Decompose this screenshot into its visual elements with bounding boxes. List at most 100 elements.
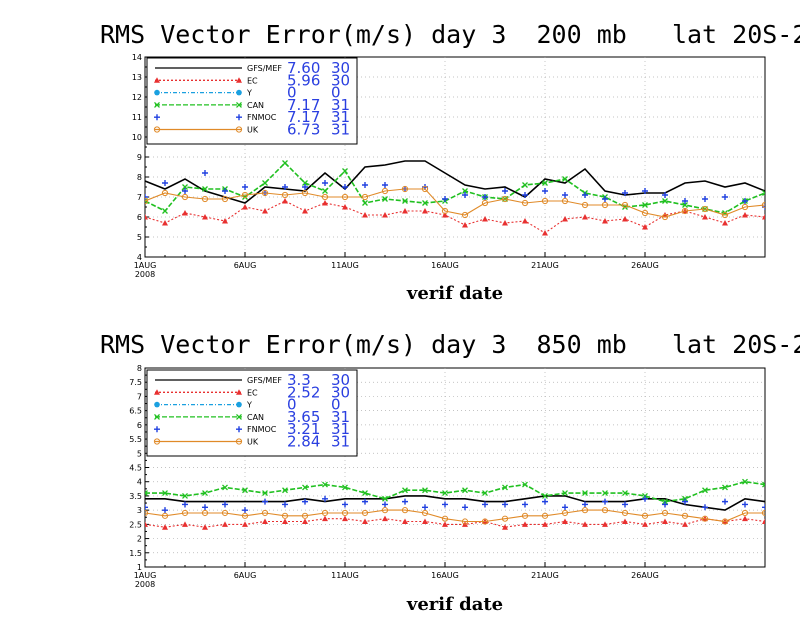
data-point-fnmoc bbox=[362, 182, 368, 188]
data-point-fnmoc bbox=[602, 498, 608, 505]
data-point-fnmoc bbox=[402, 498, 408, 505]
series-line-gfs-mef bbox=[145, 495, 765, 511]
data-point-fnmoc bbox=[542, 188, 548, 194]
data-point-fnmoc bbox=[262, 498, 268, 505]
data-point-uk bbox=[701, 205, 709, 213]
data-point-can bbox=[162, 490, 168, 497]
data-point-fnmoc bbox=[782, 206, 788, 212]
legend-name: EC bbox=[247, 76, 258, 85]
legend-value: 3.21 bbox=[287, 420, 320, 438]
data-point-can bbox=[362, 490, 368, 497]
data-point-fnmoc bbox=[202, 170, 208, 176]
series-ec bbox=[145, 515, 788, 530]
data-point-can bbox=[602, 490, 608, 497]
data-point-can bbox=[482, 490, 488, 497]
data-point-uk bbox=[361, 509, 369, 517]
y-tick-label: 8 bbox=[137, 173, 142, 182]
data-point-ec bbox=[442, 212, 448, 218]
data-point-ec bbox=[642, 224, 648, 230]
data-point-ec bbox=[222, 521, 228, 527]
data-point-uk bbox=[561, 509, 569, 517]
data-point-fnmoc bbox=[462, 192, 468, 198]
data-point-uk bbox=[721, 211, 729, 219]
chart-panel-200mb: RMS Vector Error(m/s) day 3 200 mb lat 2… bbox=[100, 20, 800, 304]
data-point-uk bbox=[341, 193, 349, 201]
legend-count: 30 bbox=[331, 71, 350, 89]
data-point-uk bbox=[641, 512, 649, 519]
data-point-uk bbox=[401, 507, 409, 514]
y-tick-label: 2.5 bbox=[129, 520, 142, 529]
data-point-fnmoc bbox=[642, 188, 648, 194]
data-point-ec bbox=[782, 524, 788, 530]
data-point-ec bbox=[222, 218, 228, 224]
data-point-ec bbox=[562, 216, 568, 222]
data-point-can bbox=[522, 182, 528, 188]
data-point-uk bbox=[261, 509, 269, 517]
legend-marker-ec bbox=[236, 77, 242, 83]
data-point-ec bbox=[622, 216, 628, 222]
data-point-can bbox=[202, 186, 208, 192]
data-point-uk bbox=[261, 189, 269, 197]
data-point-ec bbox=[382, 515, 388, 522]
data-point-fnmoc bbox=[442, 501, 448, 508]
legend-count: 30 bbox=[331, 59, 350, 77]
series-line-can bbox=[145, 161, 765, 214]
legend-marker-uk bbox=[235, 438, 243, 445]
x-axis-label: verif date bbox=[406, 594, 503, 615]
data-point-fnmoc bbox=[442, 196, 448, 202]
data-point-fnmoc bbox=[682, 498, 688, 505]
data-point-can bbox=[542, 492, 548, 499]
data-point-can bbox=[182, 492, 188, 499]
y-tick-label: 4.5 bbox=[129, 464, 142, 473]
data-point-ec bbox=[262, 208, 268, 214]
data-point-fnmoc bbox=[242, 507, 248, 514]
y-tick-label: 5 bbox=[137, 449, 142, 458]
data-point-can bbox=[342, 484, 348, 491]
data-point-ec bbox=[145, 521, 148, 527]
data-point-can bbox=[562, 176, 568, 182]
data-point-can bbox=[762, 190, 765, 196]
data-point-uk bbox=[341, 509, 349, 517]
data-point-can bbox=[422, 200, 428, 206]
data-point-uk bbox=[321, 509, 329, 517]
series-gfs-mef bbox=[145, 160, 765, 204]
legend-marker-fnmoc bbox=[154, 114, 160, 121]
legend-value: 0 bbox=[287, 396, 297, 414]
data-point-uk bbox=[421, 185, 429, 193]
data-point-fnmoc bbox=[322, 180, 328, 186]
data-point-can bbox=[702, 487, 708, 494]
data-point-can bbox=[462, 188, 468, 194]
data-point-uk bbox=[241, 512, 249, 519]
data-point-uk bbox=[461, 211, 469, 219]
data-point-fnmoc bbox=[602, 196, 608, 202]
data-point-ec bbox=[422, 518, 428, 525]
data-point-can bbox=[302, 484, 308, 491]
data-point-uk bbox=[281, 512, 289, 519]
data-point-fnmoc bbox=[522, 501, 528, 508]
data-point-uk bbox=[761, 201, 765, 209]
data-point-ec bbox=[342, 515, 348, 522]
data-point-uk bbox=[541, 512, 549, 519]
series-can bbox=[145, 160, 765, 216]
data-point-fnmoc bbox=[382, 501, 388, 508]
data-point-fnmoc bbox=[342, 501, 348, 508]
data-point-ec bbox=[362, 212, 368, 218]
data-point-can bbox=[662, 198, 668, 204]
data-point-uk bbox=[601, 507, 609, 514]
legend-count: 31 bbox=[331, 408, 350, 426]
data-point-uk bbox=[561, 197, 569, 205]
series-line-uk bbox=[145, 509, 765, 523]
y-tick-label: 5.5 bbox=[129, 435, 142, 444]
x-tick-sublabel: 2008 bbox=[135, 270, 155, 279]
x-tick-label: 16AUG bbox=[431, 571, 459, 580]
data-point-can bbox=[262, 490, 268, 497]
legend-count: 0 bbox=[331, 396, 341, 414]
legend-count: 31 bbox=[331, 420, 350, 438]
data-point-ec bbox=[322, 200, 328, 206]
data-point-uk bbox=[721, 518, 729, 525]
data-point-can bbox=[282, 487, 288, 494]
data-point-can bbox=[402, 487, 408, 494]
y-tick-label: 2 bbox=[137, 535, 142, 544]
data-point-ec bbox=[502, 524, 508, 530]
